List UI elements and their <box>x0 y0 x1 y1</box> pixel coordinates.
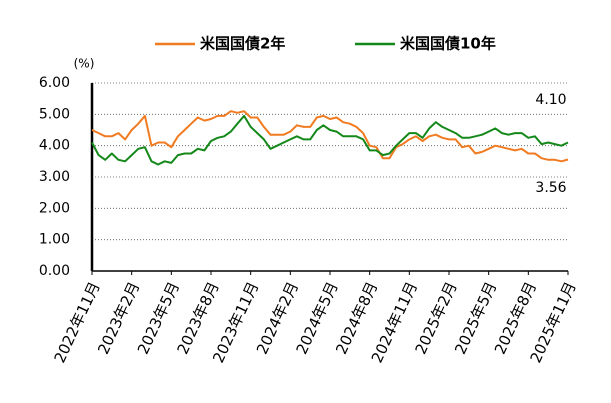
x-tick-label: 2022年11月 <box>51 279 104 366</box>
y-tick-label: 5.00 <box>39 106 70 122</box>
series-line <box>91 114 569 166</box>
y-tick-label: 4.00 <box>39 138 70 154</box>
legend-label: 米国国債10年 <box>400 35 496 53</box>
y-tick-label: 2.00 <box>39 200 70 216</box>
series-line <box>91 110 569 163</box>
y-tick-label: 0.00 <box>39 263 70 279</box>
y-tick-label: 1.00 <box>39 232 70 248</box>
y-tick-label: 3.00 <box>39 169 70 185</box>
end-value-label: 4.10 <box>535 92 566 108</box>
y-unit-label: (%) <box>74 57 95 71</box>
end-value-label: 3.56 <box>535 180 566 196</box>
y-tick-label: 6.00 <box>39 75 70 91</box>
legend-label: 米国国債2年 <box>200 35 285 53</box>
